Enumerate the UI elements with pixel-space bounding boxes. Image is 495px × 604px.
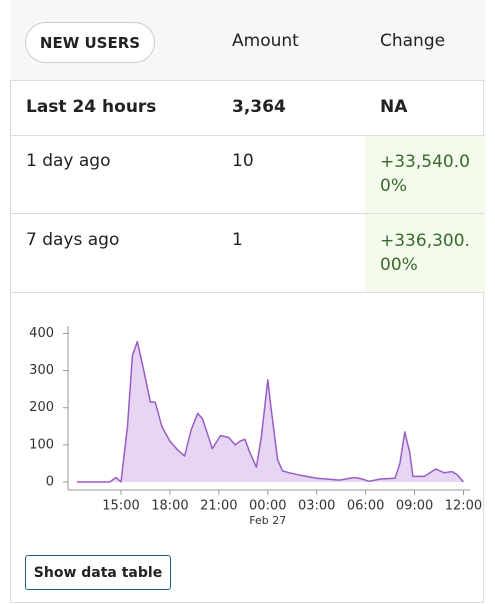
y-tick-label: 300 (29, 363, 54, 378)
line (77, 340, 465, 483)
row-label: Last 24 hours (26, 97, 157, 117)
x-tick-label: 18:00 (151, 499, 188, 514)
change: NA (380, 97, 408, 117)
x-tick-label: 21:00 (200, 499, 237, 514)
x-tick-label: 03:00 (298, 499, 335, 514)
x-tick-label: 00:00 (249, 499, 286, 514)
x-tick-label: 12:00 (445, 499, 482, 514)
x-tick-label: 09:00 (396, 499, 433, 514)
row-label: 7 days ago (26, 230, 120, 250)
x-tick-label: 15:00 (102, 499, 139, 514)
date-label: Feb 27 (249, 514, 286, 527)
column-header: Change (380, 31, 446, 51)
show-data-button[interactable]: Show data table (25, 555, 171, 590)
card (10, 0, 484, 603)
y-tick-label: 400 (29, 326, 54, 341)
table-row (10, 80, 485, 136)
table-row (10, 213, 485, 293)
column-header: Amount (232, 31, 299, 51)
y-tick-label: 0 (46, 475, 54, 490)
tab-button[interactable]: NEW USERS (25, 22, 155, 63)
table-row (10, 135, 485, 214)
cell-highlight (365, 214, 485, 292)
amount: 10 (232, 151, 254, 171)
y-tick-label: 200 (29, 400, 54, 415)
amount: 3,364 (232, 97, 286, 117)
change: +33,540.00% (380, 152, 470, 196)
row-label: 1 day ago (26, 151, 111, 171)
cell-highlight (365, 136, 485, 213)
change: +336,300.00% (380, 231, 470, 275)
y-tick-label: 100 (29, 437, 54, 452)
area (76, 341, 464, 482)
amount: 1 (232, 230, 243, 250)
x-tick-label: 06:00 (347, 499, 384, 514)
